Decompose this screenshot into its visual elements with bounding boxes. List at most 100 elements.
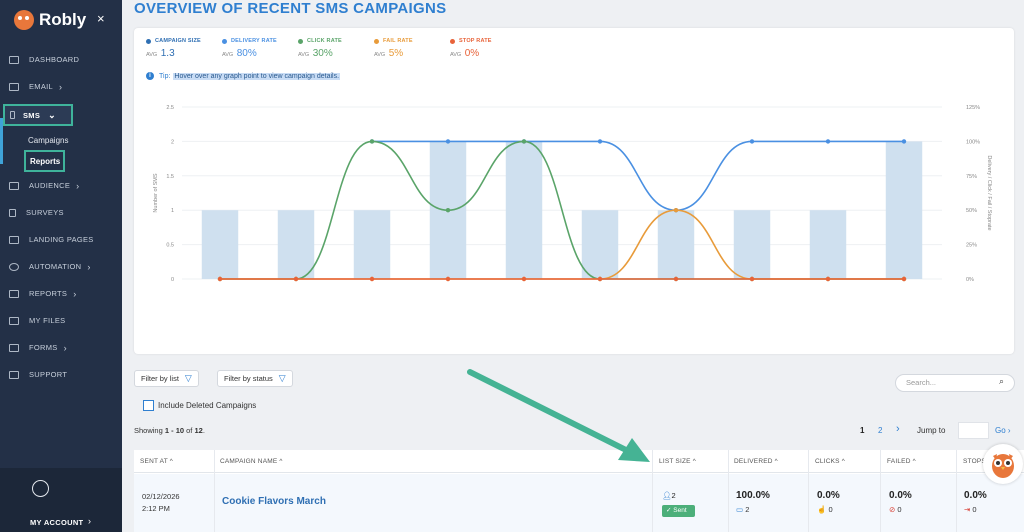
stop-rate-point: [673, 276, 679, 282]
go-button[interactable]: Go ›: [995, 426, 1011, 435]
stop-rate-point: [445, 276, 451, 282]
sidebar-item-label: FORMS: [29, 343, 58, 352]
y2-axis-label: Delivery / Click / Fail / Stoprate: [986, 155, 992, 230]
filter-by-list-button[interactable]: Filter by list ▽: [134, 370, 199, 387]
header-label: DELIVERED: [734, 458, 773, 465]
sidebar-subitem-reports[interactable]: Reports: [24, 150, 65, 172]
chevron-right-icon: ›: [59, 81, 63, 92]
legend-avg-label: AVG: [450, 52, 462, 58]
campaign-size-bar: [809, 210, 847, 279]
sidebar-item-label: SURVEYS: [26, 208, 64, 217]
header-label: LIST SIZE: [659, 458, 691, 465]
jump-to-label: Jump to: [917, 426, 946, 435]
failed-count: ⊘ 0: [889, 505, 902, 514]
y2-tick-label: 25%: [966, 243, 977, 249]
dashboard-icon: [9, 55, 19, 64]
sidebar-item-surveys[interactable]: SURVEYS: [0, 199, 122, 226]
search-input[interactable]: Search...: [895, 374, 1015, 392]
close-sidebar-icon[interactable]: ×: [97, 11, 105, 26]
legend-item-click-rate[interactable]: CLICK RATE AVG 30%: [298, 38, 374, 59]
campaign-name-link[interactable]: Cookie Flavors March: [222, 496, 326, 507]
sidebar-item-reports[interactable]: REPORTS ›: [0, 280, 122, 307]
sidebar-item-label: AUDIENCE: [29, 181, 71, 190]
header-campaign-name[interactable]: CAMPAIGN NAME ^: [220, 458, 283, 465]
header-stops[interactable]: STOPS: [963, 458, 986, 465]
sidebar-item-email[interactable]: EMAIL ›: [0, 73, 122, 100]
campaign-size-bar: [201, 210, 239, 279]
help-owl-icon[interactable]: [983, 444, 1023, 484]
search-icon[interactable]: ⌕: [999, 376, 1005, 386]
funnel-icon: ▽: [184, 373, 192, 383]
column-divider: [652, 450, 653, 532]
sidebar-item-forms[interactable]: FORMS ›: [0, 334, 122, 361]
sidebar-item-dashboard[interactable]: DASHBOARD: [0, 46, 122, 73]
campaign-size-bar: [505, 141, 543, 279]
bar-chart-icon: [9, 289, 19, 298]
clipboard-icon: [9, 208, 16, 217]
click-hand-icon: ☝: [817, 505, 827, 514]
legend-item-campaign-size[interactable]: CAMPAIGN SIZE AVG 1.3: [146, 38, 222, 59]
filter-by-status-button[interactable]: Filter by status ▽: [217, 370, 293, 387]
legend-value: 30%: [312, 48, 333, 59]
header-delivered[interactable]: DELIVERED ^: [734, 458, 778, 465]
header-clicks[interactable]: CLICKS ^: [815, 458, 845, 465]
sort-icon: ^: [279, 458, 283, 465]
header-label: FAILED: [887, 458, 911, 465]
delivered-icon: ▭: [736, 505, 744, 514]
user-avatar-icon[interactable]: [32, 480, 49, 497]
campaign-chart: 0 0.5 1 1.5 2 2.5 0% 25% 50% 75% 100% 125% Number of…: [153, 105, 992, 283]
sidebar: Robly × DASHBOARD EMAIL › SMS ⌄ Campaign…: [0, 0, 122, 532]
sidebar-item-label: MY FILES: [29, 316, 66, 325]
legend-name: DELIVERY RATE: [231, 38, 277, 44]
showing-middle: of: [184, 426, 195, 435]
header-label: CLICKS: [815, 458, 840, 465]
sidebar-item-sms[interactable]: SMS ⌄: [3, 104, 73, 126]
page-2-link[interactable]: 2: [878, 426, 883, 435]
table-row[interactable]: [134, 474, 1024, 532]
sidebar-item-label: DASHBOARD: [29, 55, 80, 64]
sidebar-item-my-files[interactable]: MY FILES: [0, 307, 122, 334]
sidebar-item-support[interactable]: SUPPORT: [0, 361, 122, 388]
chevron-right-icon: ›: [88, 516, 91, 526]
sidebar-item-audience[interactable]: AUDIENCE ›: [0, 172, 122, 199]
stop-rate-point: [749, 276, 755, 282]
stop-rate-point: [369, 276, 375, 282]
clicks-percent: 0.0%: [817, 490, 840, 501]
y2-tick-label: 100%: [966, 139, 980, 145]
showing-total: 12: [194, 426, 203, 435]
legend-item-stop-rate[interactable]: STOP RATE AVG 0%: [450, 38, 526, 59]
sidebar-subitem-campaigns[interactable]: Campaigns: [28, 135, 69, 145]
sidebar-item-label: EMAIL: [29, 82, 54, 91]
header-list-size[interactable]: LIST SIZE ^: [659, 458, 696, 465]
legend-item-delivery-rate[interactable]: DELIVERY RATE AVG 80%: [222, 38, 298, 59]
jump-to-input[interactable]: [958, 422, 989, 439]
next-page-icon[interactable]: ›: [896, 423, 900, 435]
row-time: 2:12 PM: [142, 504, 170, 513]
funnel-icon: ▽: [278, 373, 286, 383]
person-icon: 👤︎: [662, 491, 672, 500]
legend-value: 1.3: [160, 48, 175, 59]
header-failed[interactable]: FAILED ^: [887, 458, 916, 465]
legend-avg-label: AVG: [146, 52, 158, 58]
header-sent-at[interactable]: SENT AT ^: [140, 458, 173, 465]
brand[interactable]: Robly: [0, 0, 122, 40]
sidebar-item-automation[interactable]: AUTOMATION ›: [0, 253, 122, 280]
my-account-link[interactable]: MY ACCOUNT: [30, 518, 84, 527]
active-section-indicator: [0, 118, 3, 164]
page-1-link[interactable]: 1: [860, 426, 865, 435]
failed-icon: ⊘: [889, 505, 896, 514]
legend-value: 5%: [388, 48, 404, 59]
campaigns-table: SENT AT ^ CAMPAIGN NAME ^ LIST SIZE ^ DE…: [134, 450, 1024, 532]
sidebar-item-label: AUTOMATION: [29, 262, 82, 271]
phone-icon: [10, 111, 15, 119]
stop-rate-point: [293, 276, 299, 282]
y-axis-label: Number of SMS: [153, 173, 159, 212]
column-divider: [808, 450, 809, 532]
info-icon: i: [146, 72, 154, 80]
stop-exit-icon: ⇥: [964, 505, 971, 514]
sidebar-item-landing-pages[interactable]: LANDING PAGES: [0, 226, 122, 253]
include-deleted-checkbox[interactable]: [143, 400, 154, 411]
y-tick-label: 1: [171, 208, 174, 214]
showing-prefix: Showing: [134, 426, 165, 435]
legend-item-fail-rate[interactable]: FAIL RATE AVG 5%: [374, 38, 450, 59]
